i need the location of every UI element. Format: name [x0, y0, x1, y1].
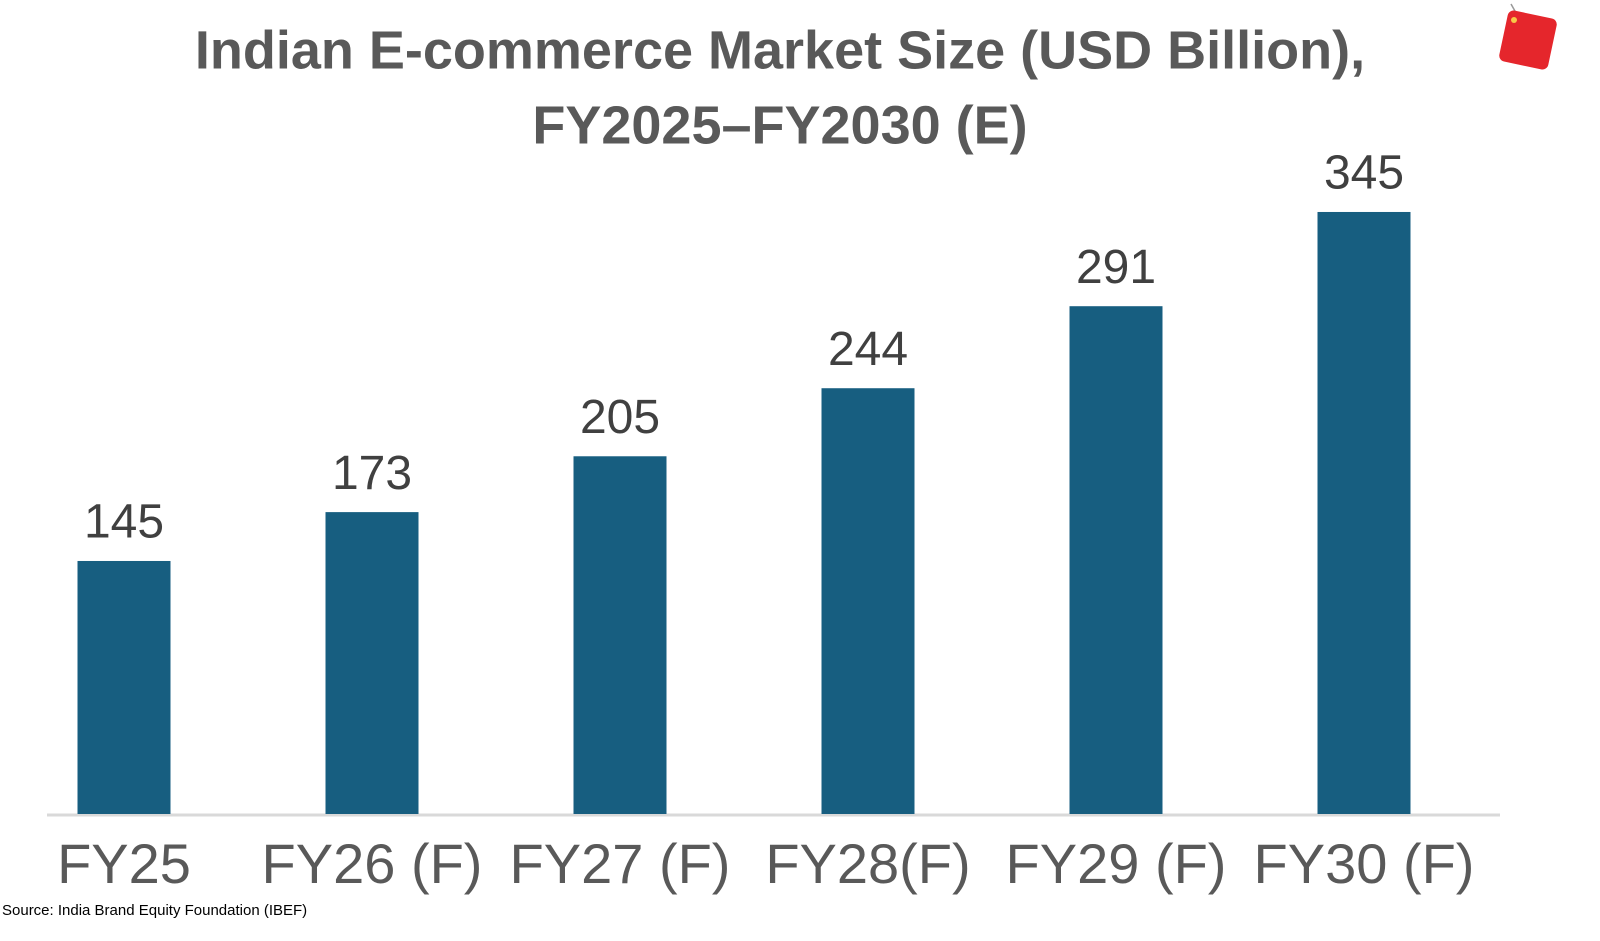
bar [1317, 211, 1411, 815]
logo [1499, 3, 1557, 70]
bar [1069, 306, 1163, 814]
x-tick-label: FY27 (F) [510, 832, 731, 895]
data-label: 345 [1324, 147, 1404, 200]
bar [77, 560, 171, 814]
data-label: 244 [828, 323, 908, 376]
x-tick-label: FY29 (F) [1006, 832, 1227, 895]
chart-title: Indian E-commerce Market Size (USD Billi… [195, 20, 1365, 80]
chart-title: FY2025–FY2030 (E) [532, 95, 1027, 155]
x-tick-label: FY26 (F) [262, 832, 483, 895]
data-label: 291 [1076, 241, 1156, 294]
source-note: Source: India Brand Equity Foundation (I… [2, 902, 307, 919]
x-tick-label: FY30 (F) [1254, 832, 1475, 895]
data-label: 205 [580, 391, 660, 444]
x-tick-label: FY25 [57, 832, 191, 895]
bar [821, 388, 915, 814]
bar [573, 456, 667, 814]
bar [325, 512, 419, 814]
x-tick-label: FY28(F) [765, 832, 970, 895]
data-label: 145 [84, 496, 164, 549]
data-label: 173 [332, 447, 412, 500]
